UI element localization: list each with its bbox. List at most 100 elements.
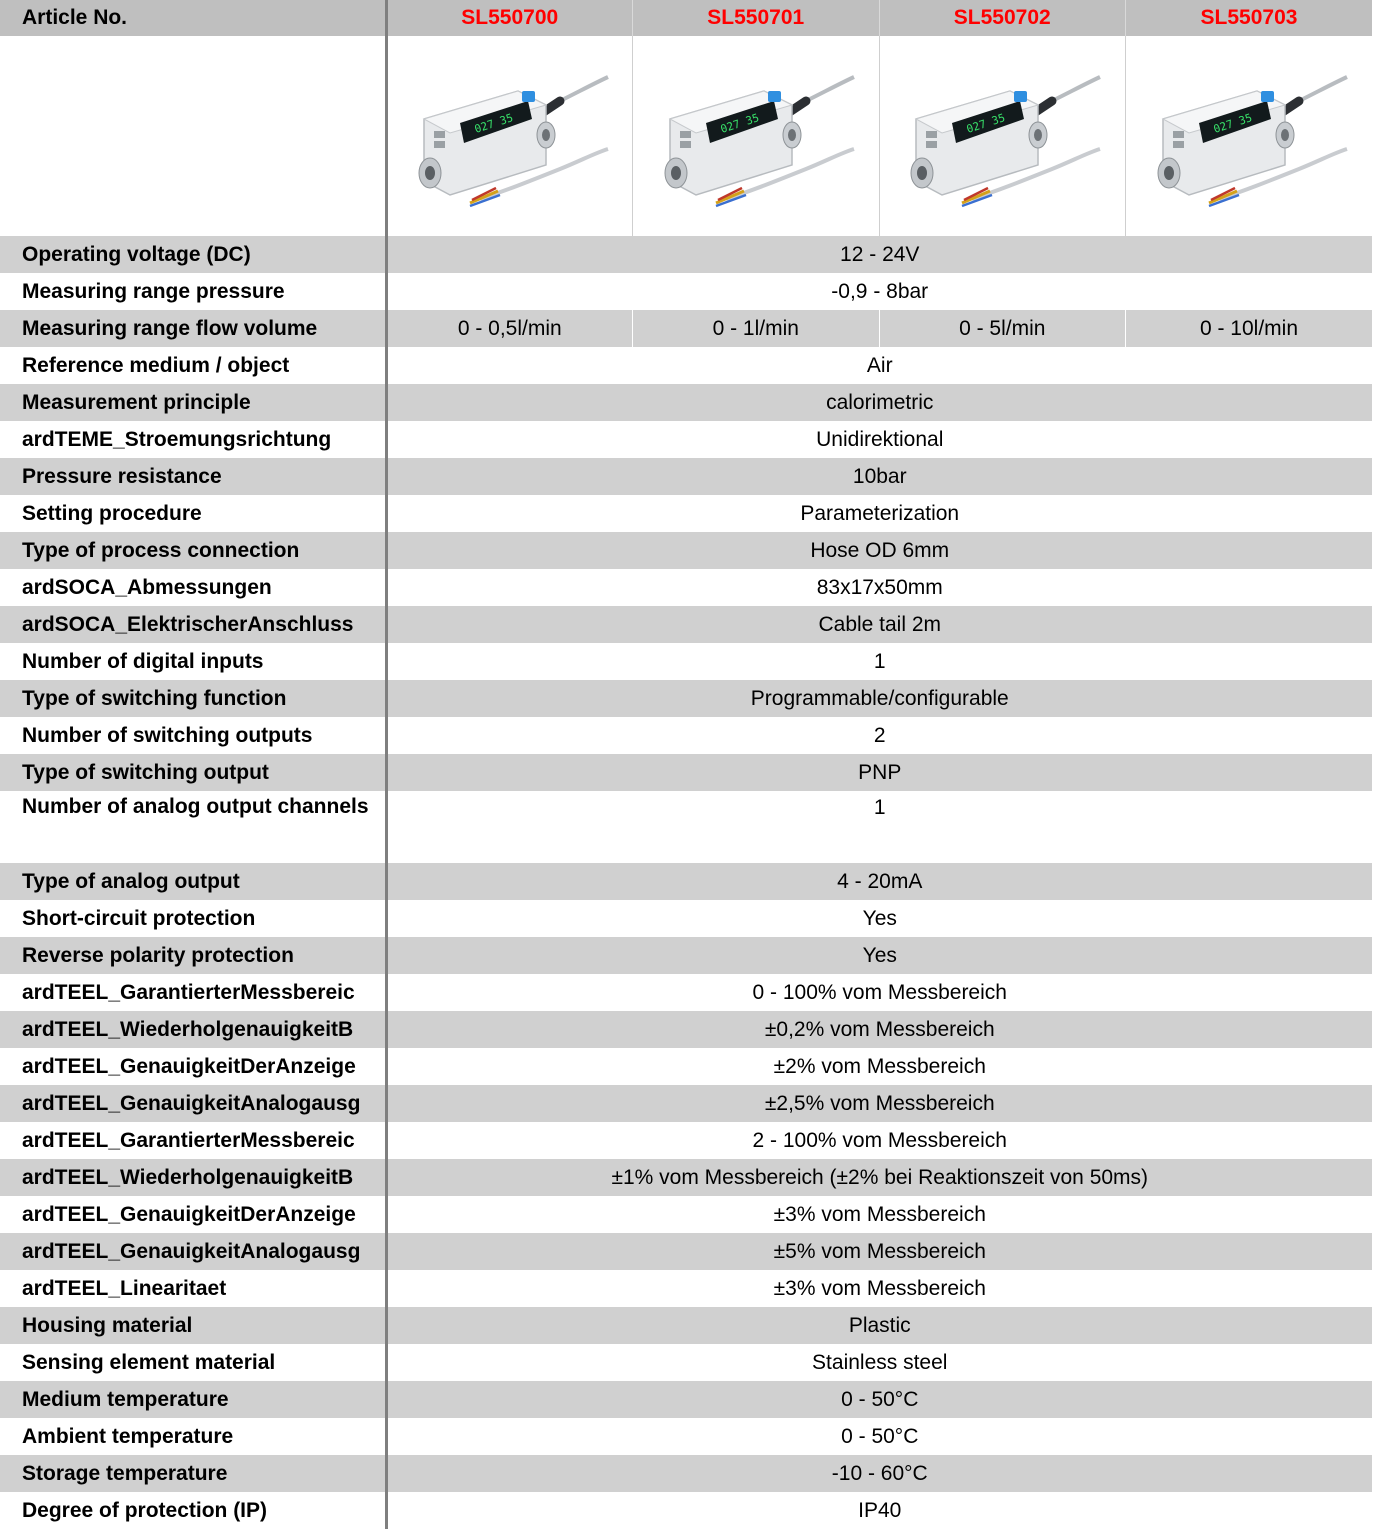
spec-row: Ambient temperature 0 - 50°C <box>0 1418 1372 1455</box>
spec-row: ardTEEL_WiederholgenauigkeitB ±1% vom Mes… <box>0 1159 1372 1196</box>
flow-sensor-product-image: 027 35 <box>664 75 855 208</box>
spec-value: Parameterization <box>800 501 960 525</box>
spec-row: Measuring range flow volume 0 - 0,5l/min 0… <box>0 310 1372 347</box>
spec-label: ardTEEL_GarantierterMessbereic <box>0 1122 388 1159</box>
spec-row: ardTEEL_Linearitaet ±3% vom Messbereich <box>0 1270 1372 1307</box>
spec-value: 1 <box>873 796 886 819</box>
spec-row: Sensing element material Stainless steel <box>0 1344 1372 1381</box>
spec-label: Housing material <box>0 1307 388 1344</box>
spec-value: ±1% vom Messbereich (±2% bei Reaktionsze… <box>386 1159 1372 1196</box>
spec-value: 0 - 1l/min <box>632 310 879 347</box>
spec-value: 0 - 5l/min <box>878 310 1126 347</box>
spec-value: 0 - 100% vom Messbereich <box>752 980 1007 1004</box>
spec-value: 2 <box>873 723 886 747</box>
flow-sensor-product-image: 027 35 <box>418 75 609 208</box>
spec-label: Number of digital inputs <box>0 643 388 680</box>
article-no-header: Article No. <box>0 0 388 36</box>
spec-label: Measuring range pressure <box>0 273 388 310</box>
image-row-label <box>0 36 388 236</box>
spec-value: -0,9 - 8bar <box>831 279 929 303</box>
spec-row: Number of switching outputs 2 <box>0 717 1372 754</box>
spec-value: ±3% vom Messbereich <box>773 1276 986 1300</box>
spec-label: Type of switching function <box>0 680 388 717</box>
spec-row: ardTEEL_GenauigkeitDerAnzeige ±3% vom Mes… <box>0 1196 1372 1233</box>
spec-label: Storage temperature <box>0 1455 388 1492</box>
spec-value: Unidirektional <box>816 427 944 451</box>
spec-row: ardTEEL_GenauigkeitDerAnzeige ±2% vom Mes… <box>0 1048 1372 1085</box>
spec-label: ardTEEL_WiederholgenauigkeitB <box>0 1159 388 1196</box>
spec-row: Pressure resistance 10bar <box>0 458 1372 495</box>
spec-row: Setting procedure Parameterization <box>0 495 1372 532</box>
spec-row: Type of analog output 4 - 20mA <box>0 863 1372 900</box>
spec-value: Air <box>866 353 893 377</box>
spec-value: 4 - 20mA <box>386 863 1372 900</box>
spec-value: Stainless steel <box>812 1350 948 1374</box>
spec-label: ardSOCA_ElektrischerAnschluss <box>0 606 388 643</box>
spec-row: ardTEEL_GenauigkeitAnalogausg ±5% vom Mes… <box>0 1233 1372 1270</box>
spec-value: Yes <box>862 906 897 930</box>
spec-label: Pressure resistance <box>0 458 388 495</box>
spec-label: Type of analog output <box>0 863 388 900</box>
product-image-cell: 027 35 <box>632 36 879 236</box>
spec-value: 12 - 24V <box>386 236 1372 273</box>
spec-row: Type of switching output PNP <box>0 754 1372 791</box>
spec-value: IP40 <box>858 1498 902 1522</box>
spec-row: ardTEEL_GarantierterMessbereic 0 - 100% v… <box>0 974 1372 1011</box>
spec-label: Reverse polarity protection <box>0 937 388 974</box>
spec-label: Reference medium / object <box>0 347 388 384</box>
spec-row: Measurement principle calorimetric <box>0 384 1372 421</box>
spec-value: Cable tail 2m <box>386 606 1372 643</box>
spec-label: Measurement principle <box>0 384 388 421</box>
spec-label: ardTEME_Stroemungsrichtung <box>0 421 388 458</box>
product-image-cell: 027 35 <box>385 36 633 236</box>
spec-row: Degree of protection (IP) IP40 <box>0 1492 1372 1529</box>
spec-value: 0 - 0,5l/min <box>386 310 633 347</box>
product-image-cell: 027 35 <box>878 36 1126 236</box>
spec-label: Degree of protection (IP) <box>0 1492 388 1529</box>
spec-value: PNP <box>386 754 1372 791</box>
spec-row: Housing material Plastic <box>0 1307 1372 1344</box>
spec-label: ardTEEL_GarantierterMessbereic <box>0 974 388 1011</box>
flow-sensor-product-image: 027 35 <box>910 75 1102 208</box>
spec-value: Yes <box>386 937 1372 974</box>
spec-row: Reference medium / object Air <box>0 347 1372 384</box>
spec-value: 2 - 100% vom Messbereich <box>752 1128 1007 1152</box>
spec-label: Number of switching outputs <box>0 717 388 754</box>
spec-row: Short-circuit protection Yes <box>0 900 1372 937</box>
spec-value: -10 - 60°C <box>386 1455 1372 1492</box>
image-row: 027 35 027 35 027 35 02 <box>0 36 1372 236</box>
spec-value: 0 - 50°C <box>841 1424 919 1448</box>
spec-label: Operating voltage (DC) <box>0 236 388 273</box>
spec-value: 10bar <box>386 458 1372 495</box>
spec-row: Type of process connection Hose OD 6mm <box>0 532 1372 569</box>
article-number: SL550701 <box>632 0 879 36</box>
spec-row: ardTEEL_GenauigkeitAnalogausg ±2,5% vom M… <box>0 1085 1372 1122</box>
spec-label: ardSOCA_Abmessungen <box>0 569 388 606</box>
spec-value: ±0,2% vom Messbereich <box>386 1011 1372 1048</box>
spec-value: ±2,5% vom Messbereich <box>386 1085 1372 1122</box>
header-row: Article No. SL550700 SL550701 SL550702 S… <box>0 0 1372 36</box>
spec-row: ardTEEL_GarantierterMessbereic 2 - 100% v… <box>0 1122 1372 1159</box>
spec-value: 0 - 50°C <box>386 1381 1372 1418</box>
spec-row: ardSOCA_Abmessungen 83x17x50mm <box>0 569 1372 606</box>
spec-label: Ambient temperature <box>0 1418 388 1455</box>
spec-label: Medium temperature <box>0 1381 388 1418</box>
spec-label: Type of process connection <box>0 532 388 569</box>
spec-label: ardTEEL_GenauigkeitDerAnzeige <box>0 1048 388 1085</box>
spec-label: ardTEEL_GenauigkeitAnalogausg <box>0 1233 388 1270</box>
spec-row: Reverse polarity protection Yes <box>0 937 1372 974</box>
article-number: SL550700 <box>385 0 633 36</box>
spec-value: Programmable/configurable <box>386 680 1372 717</box>
spec-label: ardTEEL_GenauigkeitDerAnzeige <box>0 1196 388 1233</box>
spec-value: Hose OD 6mm <box>386 532 1372 569</box>
spec-label: Type of switching output <box>0 754 388 791</box>
spec-row: Type of switching function Programmable/c… <box>0 680 1372 717</box>
spec-row: Operating voltage (DC) 12 - 24V <box>0 236 1372 273</box>
spec-label: Number of analog output channels <box>0 791 388 863</box>
spec-label: Measuring range flow volume <box>0 310 388 347</box>
product-image-cell: 027 35 <box>1125 36 1372 236</box>
spec-value: 83x17x50mm <box>816 575 943 599</box>
spec-value: Plastic <box>386 1307 1372 1344</box>
spec-value: ±5% vom Messbereich <box>386 1233 1372 1270</box>
